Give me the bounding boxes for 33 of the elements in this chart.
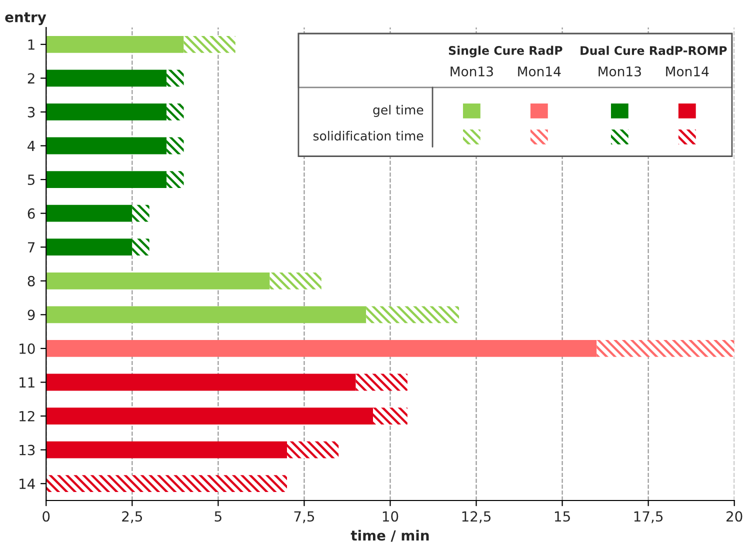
y-tick-label: 5 bbox=[28, 174, 34, 186]
x-axis-title: time / min bbox=[350, 530, 429, 542]
annotation: Mon13 bbox=[450, 66, 493, 76]
text: solidification time bbox=[313, 130, 424, 141]
y-tick-label: 8 bbox=[28, 276, 35, 286]
x-tick-label: 0 bbox=[42, 511, 50, 522]
y-tick-label: 13 bbox=[20, 444, 35, 456]
x-tick-label: 5 bbox=[214, 511, 222, 522]
x-tick-label: 2,5 bbox=[122, 511, 142, 524]
y-tick-label: 4 bbox=[28, 140, 35, 152]
y-tick-label: 7 bbox=[28, 242, 35, 252]
y-tick-label: 9 bbox=[28, 310, 35, 320]
x-tick-label: 10 bbox=[382, 511, 398, 522]
y-tick-label: 11 bbox=[20, 377, 34, 388]
annotation: Mon14 bbox=[518, 66, 561, 76]
x-tick-label: 17,5 bbox=[634, 511, 663, 524]
y-tick-label: 10 bbox=[20, 343, 35, 354]
y-tick-label: 1 bbox=[28, 40, 34, 50]
x-tick-label: 7,5 bbox=[294, 511, 314, 524]
y-tick-label: 12 bbox=[20, 411, 34, 422]
annotation: Dual Cure RadP-ROMP bbox=[580, 46, 727, 55]
annotation: Mon14 bbox=[666, 66, 709, 76]
x-tick-label: 15 bbox=[554, 511, 570, 522]
text: gel time bbox=[373, 104, 424, 118]
y-tick-label: 3 bbox=[28, 106, 35, 118]
y-axis-title: entry bbox=[5, 12, 46, 26]
y-tick-label: 6 bbox=[28, 208, 35, 219]
x-tick-label: 12,5 bbox=[462, 511, 490, 524]
annotation: Single Cure RadP bbox=[448, 46, 562, 58]
x-tick-label: 20 bbox=[726, 511, 742, 522]
y-tick-label: 2 bbox=[28, 73, 34, 84]
annotation: Mon13 bbox=[598, 66, 641, 76]
y-tick-label: 14 bbox=[20, 478, 35, 489]
